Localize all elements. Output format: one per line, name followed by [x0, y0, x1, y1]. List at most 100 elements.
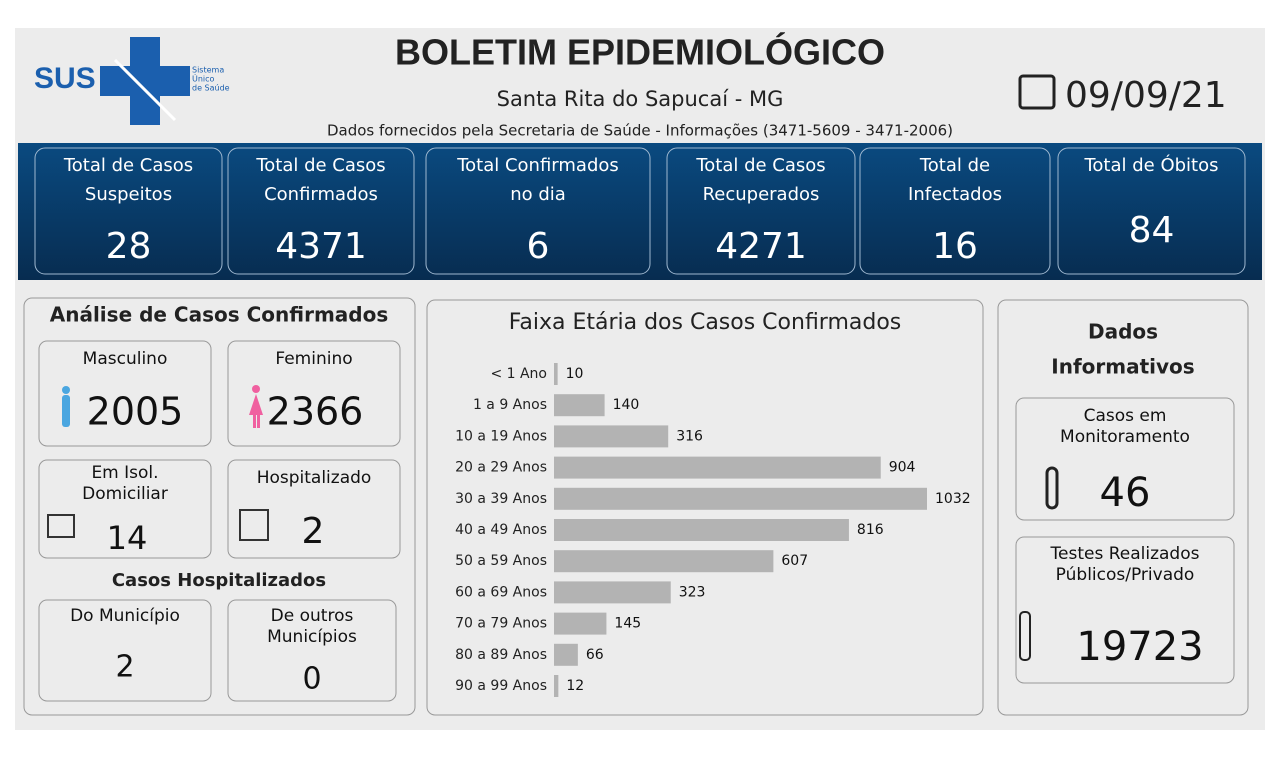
hospitalized-box — [227, 459, 401, 559]
female-icon — [249, 394, 263, 428]
kpi-value: 28 — [106, 226, 152, 267]
kpi-card — [859, 147, 1051, 275]
others-box-label: De outros — [271, 606, 354, 626]
others-box-value: 0 — [302, 662, 321, 697]
kpi-card — [34, 147, 223, 275]
female-box-value: 2366 — [267, 390, 364, 434]
category-label: 50 a 59 Anos — [455, 553, 547, 569]
logo-line: Sistema — [192, 66, 224, 75]
bar — [554, 581, 671, 604]
category-label: 20 a 29 Anos — [455, 460, 547, 476]
bar — [554, 519, 849, 541]
value-label: 607 — [781, 553, 808, 569]
bar — [554, 456, 881, 479]
municipality-box-value: 2 — [115, 650, 134, 685]
bar — [554, 425, 669, 448]
male-box — [38, 340, 212, 447]
bar — [554, 612, 607, 635]
kpi-label: Total de — [919, 155, 990, 176]
kpi-label: Total Confirmados — [456, 155, 619, 176]
category-label: 90 a 99 Anos — [455, 678, 547, 694]
tests-box-label: Testes Realizados — [1050, 544, 1200, 564]
logo-text: SUS — [34, 62, 96, 95]
monitoring-box-label: Monitoramento — [1060, 427, 1190, 447]
logo — [100, 37, 190, 125]
kpi-label: Total de Casos — [695, 155, 825, 176]
category-label: 10 a 19 Anos — [455, 428, 547, 444]
category-label: 80 a 89 Anos — [455, 647, 547, 663]
house-icon — [47, 514, 75, 538]
kpi-label: Suspeitos — [85, 184, 172, 205]
value-label: 1032 — [935, 491, 971, 507]
kpi-label: no dia — [510, 184, 566, 205]
kpi-label: Infectados — [908, 184, 1002, 205]
source: Dados fornecidos pela Secretaria de Saúd… — [327, 122, 953, 140]
tests-box-label: Públicos/Privado — [1056, 565, 1195, 585]
value-label: 904 — [889, 460, 916, 476]
tests-box — [1015, 536, 1235, 684]
kpi-value: 16 — [932, 226, 978, 267]
category-label: 40 a 49 Anos — [455, 522, 547, 538]
kpi-label: Total de Óbitos — [1083, 154, 1218, 176]
municipality-box — [38, 599, 212, 702]
male-box-value: 2005 — [87, 390, 184, 434]
monitoring-box — [1015, 397, 1235, 521]
calendar-icon — [1018, 74, 1056, 110]
kpi-card — [666, 147, 856, 275]
kpi-label: Total de Casos — [255, 155, 385, 176]
value-label: 140 — [613, 397, 640, 413]
kpi-label: Confirmados — [264, 184, 378, 205]
tests-box-value: 19723 — [1076, 624, 1203, 670]
kpi-value: 6 — [527, 226, 550, 267]
female-box-label: Feminino — [275, 349, 352, 369]
value-label: 145 — [614, 616, 641, 632]
title: BOLETIM EPIDEMIOLÓGICO — [395, 31, 885, 73]
info-panel — [997, 299, 1249, 716]
isolation-box-label: Domiciliar — [82, 484, 168, 504]
male-icon-head — [62, 386, 70, 394]
male-icon — [62, 395, 70, 427]
city: Santa Rita do Sapucaí - MG — [497, 87, 784, 111]
analysis-panel — [23, 297, 416, 716]
male-box-label: Masculino — [83, 349, 168, 369]
kpi-value: 84 — [1129, 210, 1175, 251]
hospitalized-box-value: 2 — [302, 511, 325, 552]
bar — [554, 643, 578, 666]
logo-line: Único — [192, 73, 215, 84]
kpi-value: 4371 — [275, 226, 367, 267]
test-tube-icon — [1019, 611, 1031, 661]
category-label: 1 a 9 Anos — [473, 397, 547, 413]
monitoring-box-label: Casos em — [1084, 406, 1167, 426]
bar — [554, 550, 774, 573]
chart-title: Faixa Etária dos Casos Confirmados — [509, 310, 902, 335]
isolation-box-label: Em Isol. — [91, 463, 158, 483]
value-label: 66 — [586, 647, 604, 663]
section-subtitle: Casos Hospitalizados — [112, 570, 326, 591]
value-label: 12 — [566, 678, 584, 694]
bar — [554, 363, 558, 385]
kpi-label: Recuperados — [703, 184, 820, 205]
kpi-band — [18, 143, 1262, 280]
section-title: Análise de Casos Confirmados — [50, 303, 389, 327]
others-box-label: Municípios — [267, 627, 357, 647]
bar — [554, 394, 605, 417]
category-label: 70 a 79 Anos — [455, 616, 547, 632]
monitoring-box-value: 46 — [1100, 470, 1151, 516]
isolation-box-value: 14 — [107, 519, 148, 557]
municipality-box-label: Do Município — [70, 606, 180, 626]
value-label: 10 — [566, 366, 584, 382]
bar — [554, 487, 927, 510]
bar — [554, 675, 559, 697]
date: 09/09/21 — [1065, 75, 1227, 116]
kpi-label: Total de Casos — [63, 155, 193, 176]
info-title: Dados — [1088, 320, 1158, 344]
kpi-card — [227, 147, 415, 275]
hospitalized-box-label: Hospitalizado — [257, 468, 372, 488]
value-label: 316 — [676, 428, 703, 444]
thermometer-icon — [1045, 466, 1059, 510]
category-label: 30 a 39 Anos — [455, 491, 547, 507]
hospital-icon — [239, 509, 269, 541]
logo-line: de Saúde — [192, 84, 230, 93]
